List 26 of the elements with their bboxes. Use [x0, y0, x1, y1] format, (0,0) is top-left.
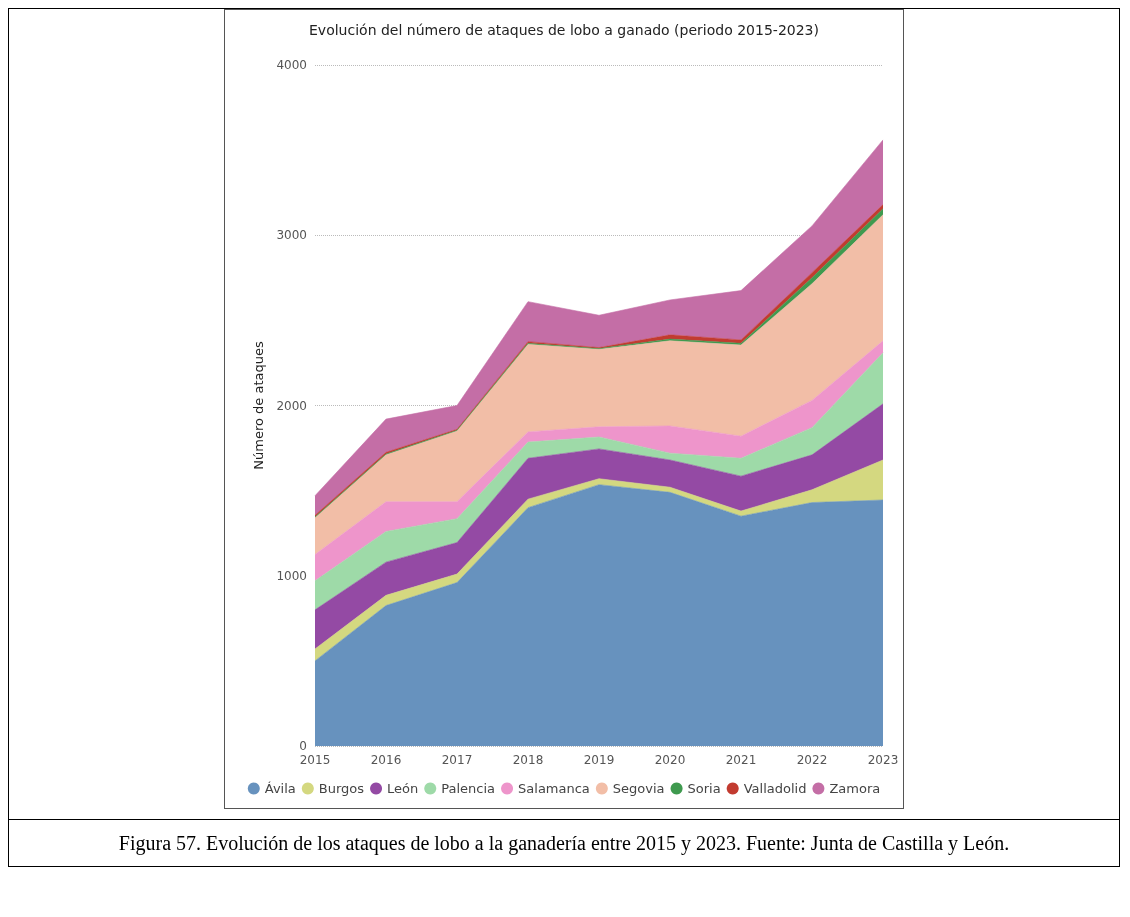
text: Figura 57. Evolución de los ataques de lobo a la ganadería entre 2015 y 2023. Fuente: Junta de Castilla y León. — [117, 831, 1011, 857]
x-tick-label: 2020 — [654, 753, 686, 767]
x-tick-label: 2022 — [796, 753, 828, 767]
legend-label: Segovia — [612, 781, 665, 796]
legend-label: Salamanca — [518, 781, 590, 796]
legend-label: León — [387, 781, 419, 796]
x-tick-label: 2019 — [583, 753, 615, 767]
x-tick-label: 2016 — [370, 753, 402, 767]
legend-label: Palencia — [441, 781, 496, 796]
y-tick-label: 0 — [299, 739, 307, 753]
x-tick-label: 2021 — [725, 753, 757, 767]
y-tick-label: 3000 — [276, 228, 307, 243]
legend-label: Ávila — [264, 781, 296, 796]
x-tick-label: 2023 — [867, 753, 899, 767]
chart-title: Evolución del número de ataques de lobo a ganado (periodo 2015-2023) — [309, 22, 819, 38]
legend-label: Soria — [687, 781, 721, 796]
x-tick-label: 2018 — [512, 753, 544, 767]
legend-label: Valladolid — [743, 781, 807, 796]
legend-label: Zamora — [829, 781, 881, 796]
y-tick-label: 1000 — [276, 568, 307, 583]
y-axis-title: Número de ataques — [251, 341, 266, 470]
y-tick-label: 2000 — [276, 398, 307, 413]
x-tick-label: 2017 — [441, 753, 473, 767]
y-tick-label: 4000 — [276, 58, 307, 72]
x-tick-label: 2015 — [299, 753, 331, 767]
legend-label: Burgos — [318, 781, 365, 796]
